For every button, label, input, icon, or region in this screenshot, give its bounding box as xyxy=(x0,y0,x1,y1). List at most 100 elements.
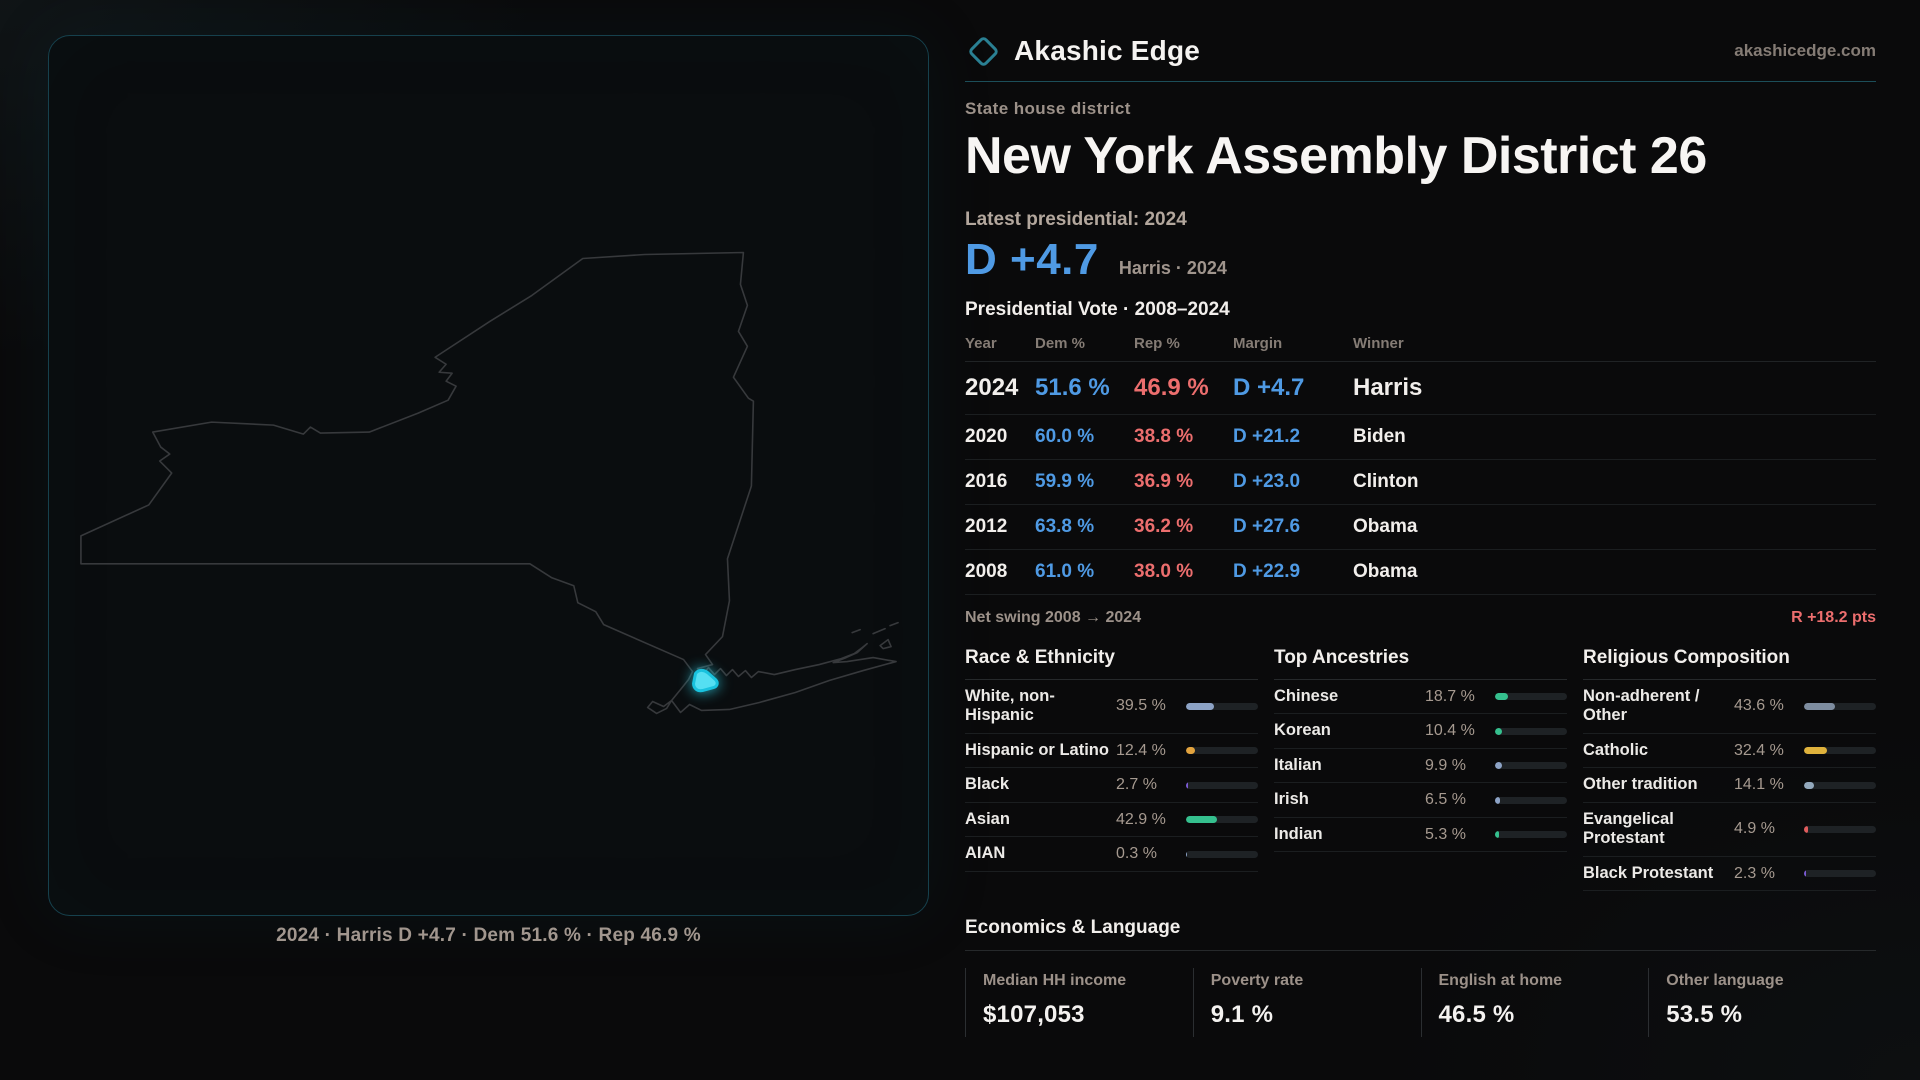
kicker-label: State house district xyxy=(965,99,1131,118)
stat-label: Other language xyxy=(1666,972,1784,990)
demo-label: Black xyxy=(965,775,1010,794)
demo-value: 2.3 % xyxy=(1734,864,1775,882)
demo-row: Evangelical Protestant 4.9 % xyxy=(1583,803,1876,857)
bar-fill xyxy=(1804,747,1828,755)
brand-name: Akashic Edge xyxy=(1014,35,1201,66)
bar-fill xyxy=(1804,781,1815,789)
cell-margin: D +22.9 xyxy=(1233,549,1353,595)
column-header-year: Year xyxy=(965,329,1035,362)
bar-track xyxy=(1804,747,1876,755)
page-title: New York Assembly District 26 xyxy=(965,127,1707,185)
bar-track xyxy=(1495,693,1567,701)
cell-rep: 38.8 % xyxy=(1134,414,1233,460)
demo-label: Black Protestant xyxy=(1583,863,1714,882)
demo-label: Evangelical Protestant xyxy=(1583,809,1674,848)
demo-value: 5.3 % xyxy=(1425,825,1466,843)
demo-row: AIAN 0.3 % xyxy=(965,837,1258,872)
cell-margin: D +4.7 xyxy=(1233,361,1353,415)
diamond-logo-icon xyxy=(967,34,1000,68)
demo-row: Black 2.7 % xyxy=(965,768,1258,803)
cell-year: 2020 xyxy=(965,414,1035,460)
economics-section-title: Economics & Language xyxy=(965,917,1876,952)
demo-value: 32.4 % xyxy=(1734,741,1784,759)
demo-row: White, non-Hispanic 39.5 % xyxy=(965,680,1258,734)
stat-label: Poverty rate xyxy=(1210,972,1304,990)
bar-track xyxy=(1186,850,1258,858)
bar-track xyxy=(1495,796,1567,804)
latest-margin-context: Harris · 2024 xyxy=(1118,258,1227,278)
stat-value: $107,053 xyxy=(983,1001,1085,1029)
demo-value: 9.9 % xyxy=(1425,756,1466,774)
demo-row: Irish 6.5 % xyxy=(1274,783,1567,818)
column-header-dem: Dem % xyxy=(1035,329,1134,362)
demo-value: 6.5 % xyxy=(1425,791,1466,809)
bar-track xyxy=(1186,702,1258,710)
demo-value: 39.5 % xyxy=(1116,697,1166,715)
demo-row: Non-adherent / Other 43.6 % xyxy=(1583,680,1876,734)
cell-dem: 63.8 % xyxy=(1035,504,1134,550)
latest-presidential-label: Latest presidential: 2024 xyxy=(965,209,1187,230)
net-swing-value: R +18.2 pts xyxy=(1791,609,1876,626)
stat-cell: English at home 46.5 % xyxy=(1420,968,1649,1038)
bar-track xyxy=(1495,727,1567,735)
stat-value: 9.1 % xyxy=(1210,1001,1274,1029)
table-header-row: Year Dem % Rep % Margin Winner xyxy=(965,329,1876,362)
demo-label: Korean xyxy=(1274,721,1331,740)
demo-row: Indian 5.3 % xyxy=(1274,818,1567,853)
map-caption: 2024 · Harris D +4.7 · Dem 51.6 % · Rep … xyxy=(276,925,701,946)
bar-fill xyxy=(1804,825,1808,833)
bar-fill xyxy=(1186,816,1217,824)
bar-fill xyxy=(1186,781,1188,789)
demo-label: Non-adherent / Other xyxy=(1583,687,1700,725)
cell-rep: 36.2 % xyxy=(1134,504,1233,550)
table-row: 2016 59.9 % 36.9 % D +23.0 Clinton xyxy=(965,459,1876,505)
table-row: 2008 61.0 % 38.0 % D +22.9 Obama xyxy=(965,549,1876,595)
cell-margin: D +23.0 xyxy=(1233,459,1353,505)
demo-label: Chinese xyxy=(1274,687,1339,705)
demo-value: 42.9 % xyxy=(1116,810,1166,828)
cell-winner: Obama xyxy=(1353,504,1876,550)
demo-value: 14.1 % xyxy=(1734,776,1784,794)
cell-rep: 38.0 % xyxy=(1134,549,1233,595)
cell-rep: 46.9 % xyxy=(1134,361,1233,415)
new-york-state-map xyxy=(80,251,899,715)
bar-fill xyxy=(1495,693,1509,701)
bar-track xyxy=(1186,781,1258,789)
bar-fill xyxy=(1186,747,1195,755)
cell-year: 2024 xyxy=(965,361,1035,415)
cell-winner: Obama xyxy=(1353,549,1876,595)
report-column: Akashic Edge akashicedge.com State house… xyxy=(965,30,1876,1080)
bar-fill xyxy=(1495,831,1499,839)
brand-header: Akashic Edge akashicedge.com xyxy=(965,30,1876,72)
demo-value: 2.7 % xyxy=(1116,776,1157,794)
stat-value: 53.5 % xyxy=(1666,1001,1743,1029)
highlighted-district-shape xyxy=(692,668,719,693)
state-map-panel xyxy=(48,35,929,916)
table-row: 2012 63.8 % 36.2 % D +27.6 Obama xyxy=(965,504,1876,550)
bar-track xyxy=(1495,831,1567,839)
demo-value: 18.7 % xyxy=(1425,687,1475,705)
cell-winner: Biden xyxy=(1353,414,1876,460)
column-header-winner: Winner xyxy=(1353,329,1876,362)
cell-margin: D +27.6 xyxy=(1233,504,1353,550)
latest-margin-value: D +4.7 xyxy=(965,235,1099,284)
column-header-margin: Margin xyxy=(1233,329,1353,362)
bar-track xyxy=(1804,702,1876,710)
cell-dem: 59.9 % xyxy=(1035,459,1134,505)
table-row: 2024 51.6 % 46.9 % D +4.7 Harris xyxy=(965,361,1876,415)
bar-track xyxy=(1804,781,1876,789)
demo-row: Italian 9.9 % xyxy=(1274,749,1567,784)
cell-winner: Harris xyxy=(1353,361,1876,415)
demographics-grid: Race & Ethnicity White, non-Hispanic 39.… xyxy=(965,647,1876,892)
bar-track xyxy=(1186,816,1258,824)
cell-dem: 61.0 % xyxy=(1035,549,1134,595)
demo-label: Asian xyxy=(965,809,1010,828)
demo-row: Korean 10.4 % xyxy=(1274,714,1567,749)
top-ancestries-section: Top Ancestries Chinese 18.7 % Korean 10.… xyxy=(1274,647,1567,853)
stat-value: 46.5 % xyxy=(1438,1001,1515,1029)
stat-label: English at home xyxy=(1438,972,1563,990)
demo-row: Other tradition 14.1 % xyxy=(1583,768,1876,803)
brand-domain-link[interactable]: akashicedge.com xyxy=(1734,41,1876,60)
column-header-rep: Rep % xyxy=(1134,329,1233,362)
state-outline-path xyxy=(80,251,899,715)
